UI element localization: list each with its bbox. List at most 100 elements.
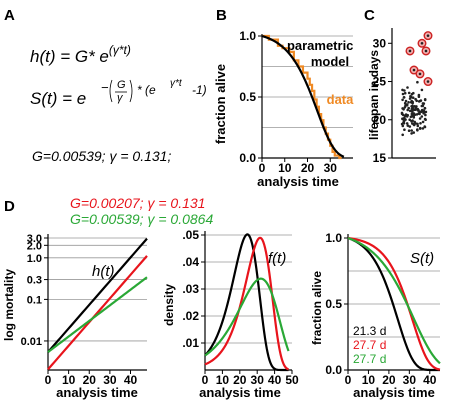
survival-label-green: 27.7 d [353,352,386,366]
panel-c-point [413,113,417,116]
survival-exponent-close-paren [129,79,133,103]
survival-exponent-rest: * (e [137,83,156,97]
panel-c-point [400,112,404,116]
legend-data: data [327,92,355,107]
panel-b-data-step [262,34,342,160]
hazard-curve-green [47,276,148,353]
density-ytick-label-3: .04 [182,255,199,269]
survival-ytick-label-0: 0.0 [325,363,342,377]
panel-d-letter: D [4,198,15,215]
panel-c-point [407,129,411,132]
legend-parametric-line-2: model [311,54,349,69]
panel-b-xtick-label-0: 0 [259,161,266,175]
panel-b-xtick-label-3: 30 [324,161,338,175]
panel-c-point [418,99,422,103]
panel-c-point [409,95,412,98]
panel-b-gridlines [262,35,353,128]
panel-c-point [403,91,407,95]
hazard-ytick-label-2: 0.3 [27,275,42,287]
panel-c-point [408,125,412,128]
panel-c-ytick-label-1: 20 [373,113,387,127]
survival-label-black: 21.3 d [353,324,386,338]
hazard-ytick-label-3: 1.0 [27,253,42,265]
panel-c-point [411,122,414,125]
panel-c-point [411,101,414,105]
survival-ytick-label-1: 0.5 [325,297,342,311]
panel-c-outlier-point [412,68,416,72]
parameter-values: G=0.00539; γ = 0.131; [32,148,171,164]
panel-c-point [405,122,409,125]
panel-b: B 0.0 0.5 1.0 0 10 20 30 fraction alive analys… [213,7,357,189]
panel-c-point [423,125,427,128]
density-curve-black [204,233,289,372]
hazard-ytick-label-5: 3.0 [27,233,42,245]
panel-b-ytick-label-1: 0.5 [239,90,256,104]
hazard-curve-red [47,255,148,371]
panel-c-point [410,132,413,135]
hazard-xlabel: analysis time [56,385,138,400]
panel-c-point [402,96,406,99]
panel-c-point [420,115,424,118]
panel-c-point [407,106,411,110]
survival-xtick-label-0: 0 [345,373,352,387]
survival-label-red: 27.7 d [353,338,386,352]
panel-c-ytick-label-3: 30 [373,36,387,50]
survival-ylabel: fraction alive [310,271,324,345]
hazard-ylabel: log mortality [2,269,16,341]
panel-c-point [421,120,425,124]
panel-d-density: .01.02.03.04.050 10 20 30 40 50 f(t) density … [162,228,299,400]
hazard-xtick-label-0: 0 [45,373,52,387]
panel-c-point [403,89,406,92]
panel-c-outlier-point [426,80,430,83]
panel-b-series [261,34,345,160]
panel-c-point [406,86,409,89]
panel-c-point [423,110,427,114]
panel-c-point [404,99,408,103]
panel-c-point [402,121,406,124]
panel-c-point [412,131,416,134]
density-title: f(t) [268,250,286,267]
panel-c-point [410,92,414,96]
density-series [204,233,290,372]
survival-curve-red [347,236,441,371]
panel-c-point [419,122,422,125]
panel-c-point [410,109,414,113]
panel-c: C 15 20 25 30 lifespan in days [364,7,436,165]
panel-c-point [410,112,414,116]
panel-c-point [416,129,419,132]
panel-c-point [401,98,404,102]
legend-parametric-line-1: parametric [287,38,353,53]
survival-exponent-minus: − [101,80,109,95]
density-ylabel: density [162,284,176,326]
panel-c-point [418,112,421,116]
survival-exponent-end: -1) [192,83,207,97]
panel-c-point [410,119,413,123]
panel-d-hazard: 0.01 0.1 0.3 1.02.03.0 0 10 20 30 40 h(t) log mo… [2,233,148,400]
density-curve-red [204,236,289,371]
panel-c-point [410,129,414,132]
panel-b-xtick-label-1: 10 [278,161,292,175]
panel-c-point [402,118,406,122]
panel-c-point [424,118,427,121]
hazard-series [47,237,148,371]
survival-exponent-gamma: γ [117,92,124,104]
panel-b-ytick-label-0: 0.0 [239,151,256,165]
survival-title: S(t) [410,250,434,267]
panel-c-point [416,80,419,84]
density-xtick-label-3: 30 [251,373,265,387]
panel-c-point [414,106,418,109]
panel-c-point [411,104,414,108]
panel-c-point [420,88,424,92]
survival-xtick-label-1: 10 [362,373,376,387]
panel-d: D G=0.00207; γ = 0.131 G=0.00539; γ = 0.… [2,195,441,400]
density-curve-green [204,277,290,357]
hazard-equation-lhs: h(t) = G* e [30,47,109,66]
density-axes: .01 .02 .03 .04 .05 0 10 20 30 40 50 [182,228,299,387]
legend-parametric-model: parametric model [287,38,357,69]
survival-xlabel: analysis time [353,385,435,400]
panel-c-point [414,97,417,101]
panel-c-point [417,95,421,98]
panel-b-xtick-label-2: 20 [301,161,315,175]
survival-series [347,236,441,372]
survival-xtick-label-4: 40 [423,373,437,387]
